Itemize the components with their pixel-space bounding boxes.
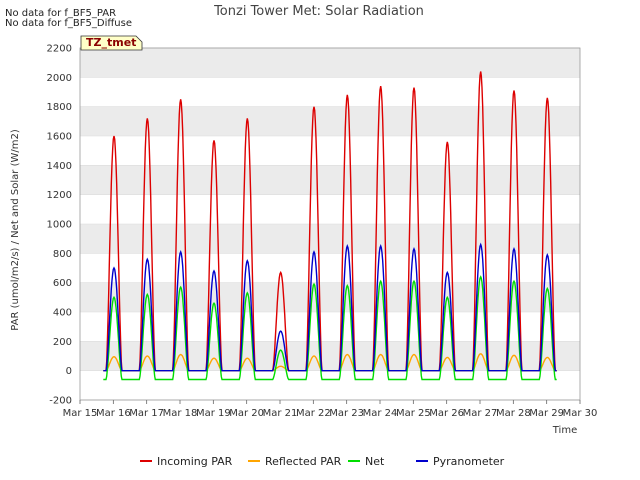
x-tick-label: Mar 29 (529, 408, 564, 419)
grid-band (80, 106, 580, 136)
x-tick-label: Mar 28 (496, 408, 531, 419)
x-tick-label: Mar 15 (63, 408, 98, 419)
legend-label: Reflected PAR (265, 455, 342, 468)
y-tick-label: 200 (53, 337, 72, 348)
y-tick-label: 400 (53, 308, 72, 319)
no-data-note-diffuse: No data for f_BF5_Diffuse (5, 18, 132, 29)
x-tick-label: Mar 18 (163, 408, 198, 419)
x-tick-label: Mar 30 (563, 408, 598, 419)
y-tick-label: 2000 (47, 73, 72, 84)
y-tick-label: 2200 (47, 44, 72, 55)
y-tick-label: -200 (49, 396, 72, 407)
y-tick-label: 1800 (47, 102, 72, 113)
legend-label: Net (365, 455, 385, 468)
x-tick-label: Mar 21 (263, 408, 298, 419)
grid-band (80, 341, 580, 371)
x-tick-label: Mar 25 (396, 408, 431, 419)
x-tick-label: Mar 17 (129, 408, 164, 419)
y-tick-label: 1000 (47, 220, 72, 231)
grid-band (80, 165, 580, 195)
no-data-note-par: No data for f_BF5_PAR (5, 8, 117, 19)
chart-title: Tonzi Tower Met: Solar Radiation (213, 4, 424, 19)
series-line-net (103, 275, 557, 381)
y-tick-label: 800 (53, 249, 72, 260)
x-tick-label: Mar 22 (296, 408, 331, 419)
y-tick-label: 600 (53, 278, 72, 289)
grid-band (80, 224, 580, 254)
x-tick-label: Mar 19 (196, 408, 231, 419)
y-tick-label: 0 (66, 366, 72, 377)
legend-label: Pyranometer (433, 455, 505, 468)
series-line-pyranometer (103, 242, 557, 372)
x-tick-label: Mar 16 (96, 408, 131, 419)
plot-frame (79, 47, 581, 401)
y-axis-title: PAR (umol/m2/s) / Net and Solar (W/m2) (10, 129, 21, 331)
legend-label: Incoming PAR (157, 455, 233, 468)
station-badge: TZ_tmet (80, 35, 143, 51)
x-tick-label: Mar 27 (463, 408, 498, 419)
station-badge-label: TZ_tmet (86, 36, 136, 49)
y-tick-label: 1600 (47, 132, 72, 143)
x-tick-label: Mar 26 (429, 408, 464, 419)
x-axis-title: Time (552, 425, 577, 436)
grid-band (80, 282, 580, 312)
x-tick-label: Mar 23 (329, 408, 364, 419)
y-tick-label: 1400 (47, 161, 72, 172)
y-tick-label: 1200 (47, 190, 72, 201)
grid-band (80, 48, 580, 78)
x-tick-label: Mar 24 (363, 408, 398, 419)
x-tick-label: Mar 20 (229, 408, 264, 419)
